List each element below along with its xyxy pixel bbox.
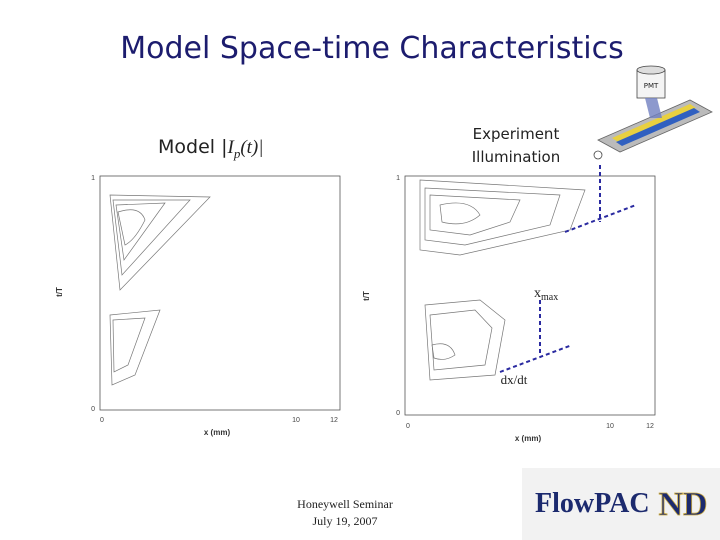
contours bbox=[109, 194, 211, 386]
model-label: Model |Ip(t)| bbox=[158, 136, 263, 161]
plot-frame bbox=[404, 175, 656, 416]
logo-mark: ND bbox=[658, 486, 707, 523]
guide-line bbox=[564, 165, 637, 233]
footer-text: Honeywell Seminar bbox=[297, 497, 393, 511]
x-tick-label: 10 bbox=[292, 417, 300, 424]
x-axis-label: x (mm) bbox=[515, 434, 542, 443]
y-tick-label: 1 bbox=[396, 175, 400, 182]
xmax-subscript: max bbox=[541, 292, 558, 303]
x-tick-label: 12 bbox=[330, 417, 338, 424]
apparatus: PMT bbox=[593, 65, 713, 160]
y-axis-label: t/T bbox=[55, 287, 64, 297]
xmax-base: x bbox=[534, 286, 541, 301]
rate-label: dx/dt bbox=[501, 372, 528, 387]
y-tick-label: 1 bbox=[91, 175, 95, 182]
footer-text: July 19, 2007 bbox=[312, 514, 377, 528]
guide-line bbox=[499, 300, 573, 373]
experiment-label: Illumination bbox=[472, 148, 560, 166]
x-tick-label: 10 bbox=[606, 423, 614, 430]
y-axis-label: t/T bbox=[362, 291, 371, 301]
x-axis-label: x (mm) bbox=[204, 428, 231, 437]
y-tick-label: 0 bbox=[91, 406, 95, 413]
contours bbox=[419, 179, 586, 381]
model-prefix: Model | bbox=[158, 136, 228, 158]
slide-title: Model Space-time Characteristics bbox=[120, 31, 623, 66]
logo-text: FlowPAC bbox=[535, 488, 650, 519]
model-symbol: I bbox=[227, 137, 236, 158]
y-tick-label: 0 bbox=[396, 410, 400, 417]
x-tick-label: 12 bbox=[646, 423, 654, 430]
pmt-label: PMT bbox=[644, 82, 659, 90]
plot-frame bbox=[99, 175, 341, 411]
x-tick-label: 0 bbox=[100, 417, 104, 424]
x-tick-label: 0 bbox=[406, 423, 410, 430]
model-suffix: (t)| bbox=[240, 137, 263, 158]
xmax-label: xmax bbox=[534, 286, 558, 303]
experiment-label: Experiment bbox=[473, 125, 560, 143]
logo-background bbox=[522, 468, 720, 540]
model-subscript: p bbox=[233, 146, 241, 161]
